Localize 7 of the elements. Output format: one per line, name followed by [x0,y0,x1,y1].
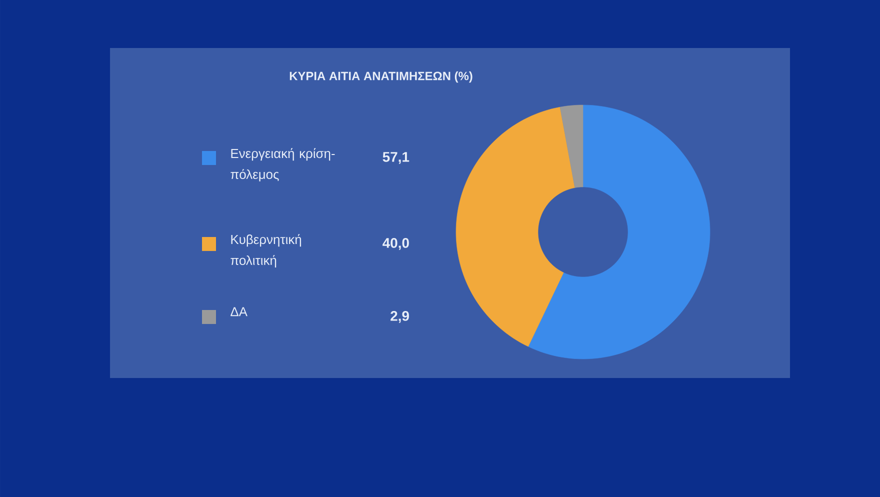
legend-label: Κυβερνητική πολιτική [230,234,302,268]
data-label: 2,9 [390,311,409,323]
data-label: 57,1 [382,152,410,164]
legend-label: ΔΑ [230,307,248,316]
chart-title: ΚΥΡΙΑ ΑΙΤΙΑ ΑΝΑΤΙΜΗΣΕΩΝ (%) [290,71,472,83]
legend-label: Ενεργειακή κρίση-πόλεμος [230,148,335,182]
data-label: 40,0 [382,238,409,250]
